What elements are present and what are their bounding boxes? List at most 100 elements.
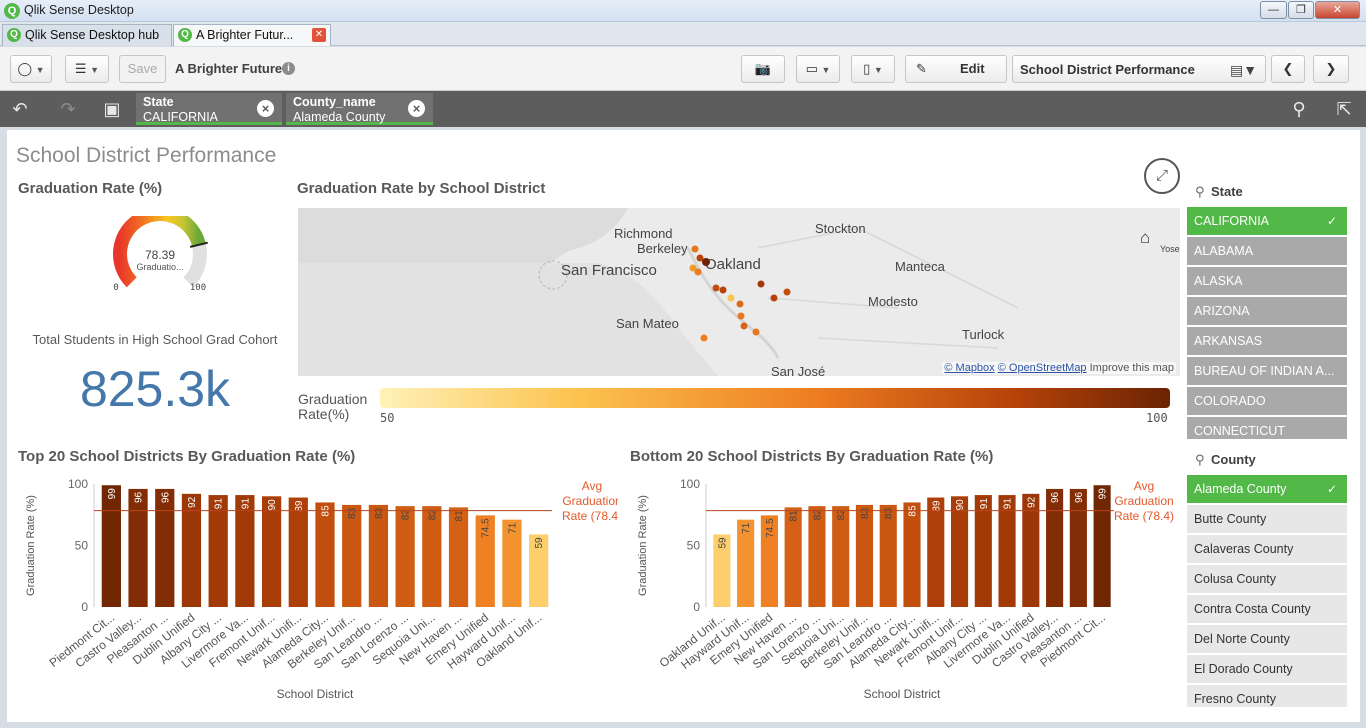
state-item[interactable]: ALABAMA: [1187, 237, 1347, 266]
district-point[interactable]: [727, 294, 735, 302]
state-item[interactable]: COLORADO: [1187, 387, 1347, 416]
district-point[interactable]: [702, 258, 710, 266]
bar[interactable]: [879, 504, 897, 607]
state-item[interactable]: ARIZONA: [1187, 297, 1347, 326]
county-item[interactable]: Fresno County: [1187, 685, 1347, 708]
district-point[interactable]: [740, 322, 748, 330]
edit-button[interactable]: ✎ Edit: [905, 55, 1007, 83]
district-point[interactable]: [752, 328, 760, 336]
district-point[interactable]: [770, 294, 778, 302]
bar[interactable]: [208, 495, 228, 607]
bar[interactable]: [475, 515, 495, 607]
district-map[interactable]: Richmond Berkeley San Francisco Oakland …: [298, 208, 1180, 376]
bar[interactable]: [155, 488, 175, 607]
bar[interactable]: [855, 504, 874, 607]
bar[interactable]: [974, 495, 992, 607]
district-point[interactable]: [694, 268, 702, 276]
clear-selection-icon[interactable]: ×: [257, 100, 274, 117]
bar[interactable]: [448, 507, 469, 607]
district-point[interactable]: [696, 254, 704, 262]
bar[interactable]: [1093, 485, 1111, 607]
tab-hub[interactable]: Q Qlik Sense Desktop hub: [2, 24, 172, 46]
selection-chip-state[interactable]: State CALIFORNIA ×: [136, 93, 282, 125]
state-item[interactable]: BUREAU OF INDIAN A...: [1187, 357, 1347, 386]
snapshot-button[interactable]: 📷: [741, 55, 785, 83]
sheet-selector[interactable]: School District Performance ▤▼: [1012, 55, 1266, 83]
minimize-button[interactable]: —: [1260, 1, 1287, 19]
bar[interactable]: [529, 534, 549, 607]
bar[interactable]: [737, 519, 755, 607]
bar[interactable]: [288, 497, 308, 607]
state-listbox-header[interactable]: ⚲ State: [1187, 178, 1347, 206]
bar[interactable]: [342, 504, 362, 607]
state-item[interactable]: CONNECTICUT: [1187, 417, 1347, 440]
bar[interactable]: [261, 496, 282, 607]
bar[interactable]: [760, 515, 778, 607]
bar[interactable]: [181, 493, 202, 607]
district-point[interactable]: [737, 312, 745, 320]
district-point[interactable]: [700, 334, 708, 342]
clear-selection-icon[interactable]: ×: [408, 100, 425, 117]
district-point[interactable]: [757, 280, 765, 288]
state-item[interactable]: ARKANSAS: [1187, 327, 1347, 356]
bar[interactable]: [235, 495, 255, 607]
bookmarks-button[interactable]: ▯ ▼: [851, 55, 895, 83]
restore-button[interactable]: ❐: [1288, 1, 1314, 19]
district-point[interactable]: [712, 284, 720, 292]
mapbox-link[interactable]: © Mapbox: [944, 362, 995, 374]
selections-tool-icon[interactable]: ⇱: [1336, 99, 1352, 119]
bar[interactable]: [1022, 493, 1040, 607]
bar[interactable]: [808, 506, 826, 607]
district-point[interactable]: [719, 286, 727, 294]
state-item-selected[interactable]: CALIFORNIA ✓: [1187, 207, 1347, 236]
bar[interactable]: [950, 496, 969, 607]
expand-icon[interactable]: ⤢: [1144, 158, 1180, 194]
district-point[interactable]: [783, 288, 791, 296]
next-sheet-button[interactable]: ❯: [1313, 55, 1349, 83]
bar[interactable]: [502, 519, 522, 607]
home-icon[interactable]: ⌂: [1140, 228, 1151, 247]
county-item[interactable]: Calaveras County: [1187, 535, 1347, 564]
close-tab-icon[interactable]: ✕: [312, 28, 326, 42]
bar[interactable]: [315, 502, 335, 607]
district-point[interactable]: [689, 264, 697, 272]
bar[interactable]: [998, 495, 1016, 607]
bar[interactable]: [128, 488, 148, 607]
close-window-button[interactable]: ✕: [1315, 1, 1360, 19]
bar[interactable]: [832, 506, 850, 607]
previous-sheet-button[interactable]: ❮: [1271, 55, 1305, 83]
save-button[interactable]: Save: [119, 55, 166, 83]
improve-map-link[interactable]: Improve this map: [1089, 362, 1174, 374]
bar[interactable]: [101, 485, 121, 607]
step-forward-icon[interactable]: ↷: [60, 99, 76, 119]
bar[interactable]: [395, 506, 415, 607]
selection-chip-county[interactable]: County_name Alameda County ×: [286, 93, 433, 125]
county-item[interactable]: El Dorado County: [1187, 655, 1347, 684]
bar[interactable]: [903, 502, 921, 607]
story-button[interactable]: ▭ ▼: [796, 55, 840, 83]
global-menu-button[interactable]: ☰ ▼: [65, 55, 109, 83]
bar[interactable]: [368, 504, 389, 607]
county-item-selected[interactable]: Alameda County ✓: [1187, 475, 1347, 504]
district-point[interactable]: [736, 300, 744, 308]
county-item[interactable]: Del Norte County: [1187, 625, 1347, 654]
district-point[interactable]: [691, 245, 699, 253]
bar[interactable]: [927, 497, 945, 607]
bar[interactable]: [422, 506, 442, 607]
osm-link[interactable]: © OpenStreetMap: [997, 362, 1087, 374]
graduation-rate-gauge[interactable]: 78.39 Graduatio... 0 100: [105, 216, 215, 296]
search-icon[interactable]: ⚲: [1292, 99, 1306, 119]
county-listbox-header[interactable]: ⚲ County: [1187, 446, 1347, 474]
state-item[interactable]: ALASKA: [1187, 267, 1347, 296]
bar[interactable]: [1046, 488, 1064, 607]
county-item[interactable]: Contra Costa County: [1187, 595, 1347, 624]
bar[interactable]: [713, 534, 731, 607]
clear-all-selections-icon[interactable]: ▣: [103, 99, 121, 119]
info-icon[interactable]: i: [282, 62, 295, 75]
county-item[interactable]: Butte County: [1187, 505, 1347, 534]
step-back-icon[interactable]: ↶: [12, 99, 28, 119]
navigation-menu-button[interactable]: ◯ ▼: [10, 55, 52, 83]
tab-app[interactable]: Q A Brighter Futur... ✕: [173, 24, 331, 46]
bar[interactable]: [784, 507, 802, 607]
